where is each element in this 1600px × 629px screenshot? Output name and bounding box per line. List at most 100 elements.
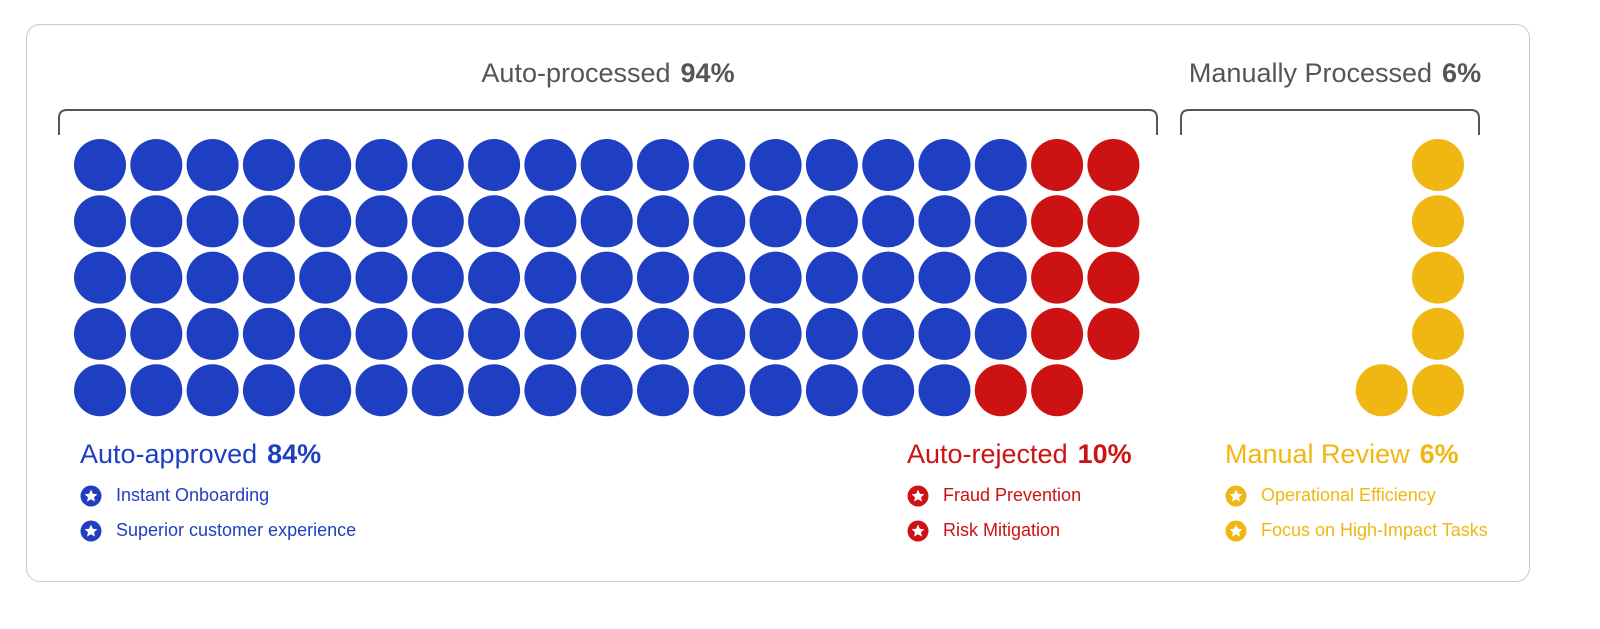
waffle-dot-auto-approved [242,364,295,417]
waffle-dot-auto-approved [974,195,1027,248]
waffle-dot-auto-approved [242,195,295,248]
benefit-label: Focus on High-Impact Tasks [1261,520,1488,540]
benefit-item: Risk Mitigation [907,513,1132,548]
waffle-dot-auto-rejected [1031,195,1084,248]
waffle-dot-auto-approved [411,195,464,248]
waffle-dot-auto-approved [411,251,464,304]
star-badge-glyph [1225,520,1247,541]
waffle-dot-auto-approved [524,139,577,191]
waffle-dot-manual-review [1412,364,1464,417]
legend-auto-rejected: Auto-rejected 10% Fraud Prevention Risk M… [907,436,1132,548]
waffle-dot-auto-approved [974,251,1027,304]
star-badge-icon [907,520,929,542]
waffle-dot-manual-review [1412,307,1464,360]
waffle-dot-auto-approved [524,364,577,417]
benefit-list: Operational Efficiency Focus on High-Imp… [1225,478,1488,548]
star-badge-glyph [907,520,929,541]
legend-label: Auto-rejected [907,439,1068,469]
benefit-item: Fraud Prevention [907,478,1132,513]
waffle-dot-auto-approved [805,364,858,417]
waffle-dot-auto-approved [242,139,295,191]
waffle-dot-auto-approved [242,307,295,360]
waffle-dot-auto-approved [355,307,408,360]
group-label: Manually Processed [1188,58,1433,88]
waffle-dot-auto-rejected [1031,251,1084,304]
waffle-dot-auto-approved [580,195,633,248]
benefit-list: Instant Onboarding Superior customer exp… [80,478,356,548]
waffle-dot-auto-approved [186,195,239,248]
waffle-dot-auto-approved [130,139,183,191]
waffle-dot-auto-approved [862,364,915,417]
waffle-dot-auto-rejected [1087,195,1140,248]
legend-percentage: 10% [1077,439,1132,469]
group-percentage: 94% [680,58,735,88]
waffle-dot-auto-approved [186,251,239,304]
waffle-dot-auto-approved [355,364,408,417]
waffle-dot-auto-approved [299,195,352,248]
star-badge-glyph [80,485,102,506]
waffle-dot-auto-rejected [1031,364,1084,417]
waffle-dot-auto-rejected [1031,139,1084,191]
group-title-auto-processed: Auto-processed 94% [58,58,1158,89]
bracket-auto-processed [58,109,1158,135]
waffle-dot-auto-approved [524,307,577,360]
waffle-dot-auto-approved [524,195,577,248]
waffle-dot-manual-review [1412,251,1464,304]
star-badge-glyph [1225,485,1247,506]
waffle-dot-auto-approved [749,139,802,191]
waffle-dot-auto-approved [130,251,183,304]
benefit-label: Superior customer experience [116,520,357,540]
waffle-dot-auto-approved [411,139,464,191]
legend-percentage: 6% [1419,439,1459,469]
group-label: Auto-processed [481,58,671,88]
waffle-dot-auto-approved [74,364,126,417]
benefit-item: Focus on High-Impact Tasks [1225,513,1488,548]
waffle-dot-auto-approved [862,139,915,191]
legend-manual-review: Manual Review 6% Operational Efficiency F… [1225,436,1488,548]
waffle-dot-auto-approved [918,364,971,417]
waffle-dot-manual-review [1355,364,1408,417]
chart-card [26,24,1530,582]
waffle-dot-auto-approved [130,307,183,360]
waffle-dot-auto-approved [468,195,521,248]
waffle-dot-auto-approved [355,251,408,304]
waffle-dot-auto-approved [74,139,126,191]
waffle-dot-auto-approved [693,307,746,360]
waffle-dot-auto-approved [468,139,521,191]
waffle-dot-manual-review [1412,139,1464,191]
benefit-label: Operational Efficiency [1261,485,1436,505]
star-badge-icon [1225,520,1247,542]
waffle-dot-auto-rejected [1087,251,1140,304]
waffle-dot-auto-approved [637,364,689,417]
waffle-dot-auto-approved [411,307,464,360]
waffle-dot-auto-approved [74,251,126,304]
waffle-dot-auto-approved [637,139,689,191]
waffle-dot-auto-approved [918,139,971,191]
waffle-dot-auto-approved [299,307,352,360]
benefit-label: Instant Onboarding [116,485,270,505]
benefit-item: Operational Efficiency [1225,478,1488,513]
waffle-dot-auto-approved [805,139,858,191]
waffle-dot-auto-approved [580,251,633,304]
waffle-dot-auto-approved [299,364,352,417]
waffle-dot-auto-approved [693,251,746,304]
star-badge-icon [80,520,102,542]
star-badge-glyph [80,520,102,541]
waffle-dot-auto-approved [299,251,352,304]
benefit-item: Superior customer experience [80,513,356,548]
waffle-dot-auto-approved [749,195,802,248]
legend-label: Manual Review [1225,439,1410,469]
waffle-dot-auto-approved [918,307,971,360]
waffle-dot-auto-approved [862,307,915,360]
waffle-dot-auto-approved [468,364,521,417]
waffle-dot-auto-approved [974,139,1027,191]
waffle-dot-auto-approved [355,139,408,191]
waffle-dot-auto-approved [130,364,183,417]
legend-percentage: 84% [267,439,322,469]
waffle-dots [74,139,1464,417]
group-title-manually-processed: Manually Processed 6% [1150,58,1520,89]
waffle-dot-auto-approved [186,139,239,191]
benefit-label: Risk Mitigation [943,520,1061,540]
legend-title: Auto-approved 84% [80,436,356,472]
